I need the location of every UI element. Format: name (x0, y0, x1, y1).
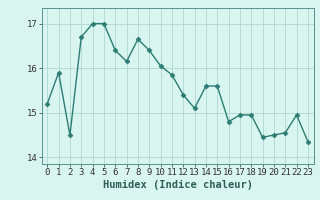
X-axis label: Humidex (Indice chaleur): Humidex (Indice chaleur) (103, 180, 252, 190)
